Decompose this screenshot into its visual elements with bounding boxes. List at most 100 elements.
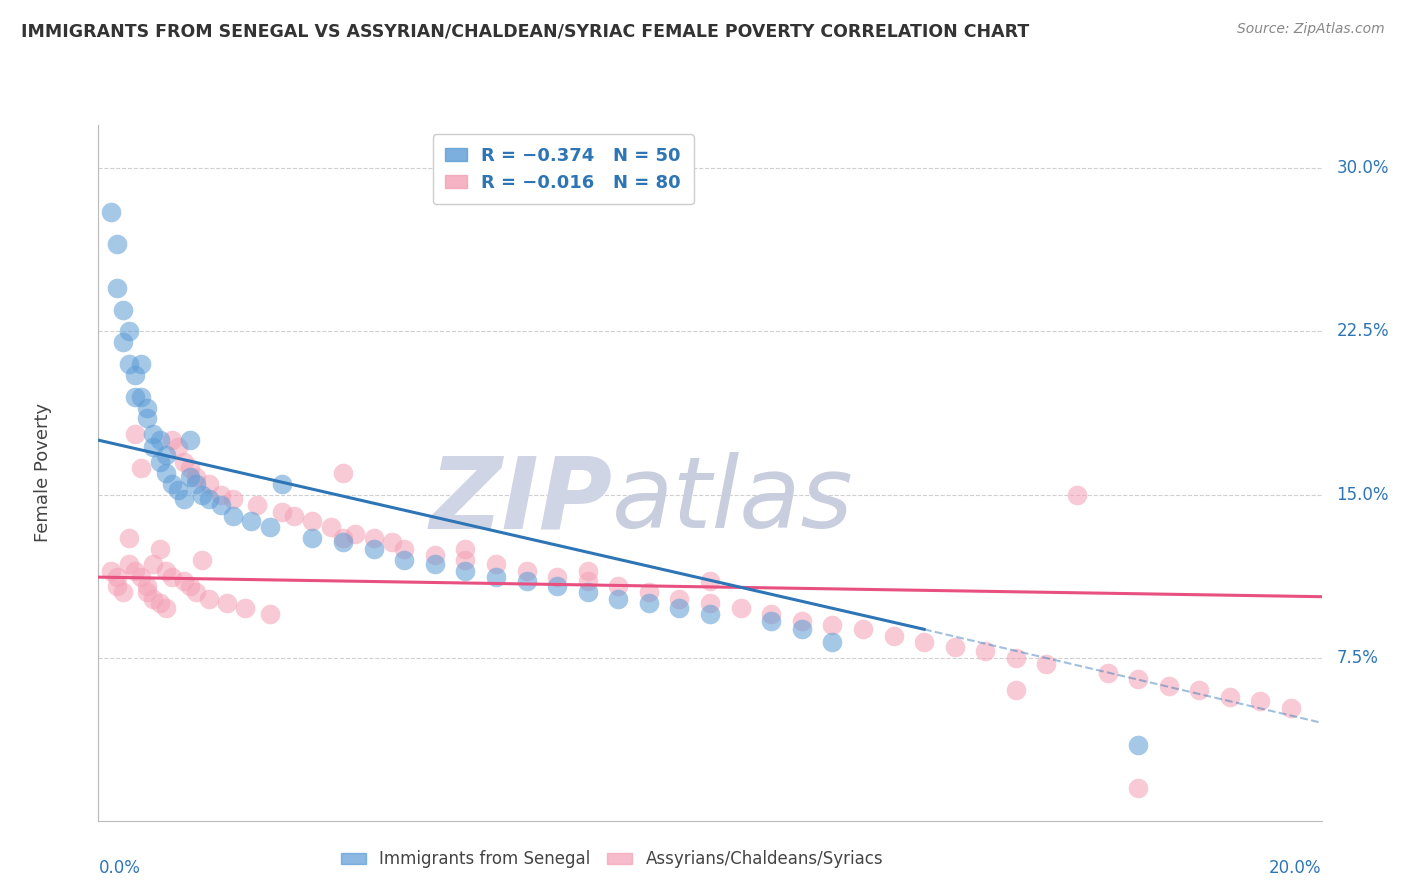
Point [118, 531, 141, 545]
Legend: Immigrants from Senegal, Assyrians/Chaldeans/Syriacs: Immigrants from Senegal, Assyrians/Chald… [335, 844, 890, 875]
Point [136, 401, 159, 415]
Point [759, 607, 782, 621]
Point [576, 574, 599, 589]
Point [124, 426, 146, 441]
Text: 20.0%: 20.0% [1270, 859, 1322, 877]
Point [142, 440, 165, 454]
Point [136, 579, 159, 593]
Point [454, 564, 477, 578]
Point [105, 237, 128, 252]
Point [142, 426, 165, 441]
Point [363, 541, 385, 556]
Point [1128, 738, 1150, 752]
Point [129, 357, 152, 371]
Point [790, 614, 813, 628]
Point [270, 476, 292, 491]
Text: Female Poverty: Female Poverty [34, 403, 52, 542]
Point [699, 607, 721, 621]
Point [668, 600, 690, 615]
Text: 7.5%: 7.5% [1336, 648, 1378, 666]
Point [699, 596, 721, 610]
Point [155, 466, 177, 480]
Point [173, 455, 195, 469]
Point [546, 579, 568, 593]
Text: atlas: atlas [612, 452, 853, 549]
Point [1128, 673, 1150, 687]
Point [191, 552, 214, 567]
Point [179, 461, 201, 475]
Point [821, 635, 844, 649]
Point [1219, 690, 1241, 704]
Point [118, 325, 141, 339]
Point [943, 640, 966, 654]
Point [576, 585, 599, 599]
Point [332, 531, 354, 545]
Point [105, 570, 128, 584]
Point [233, 600, 256, 615]
Point [259, 607, 281, 621]
Point [118, 357, 141, 371]
Point [516, 574, 538, 589]
Point [283, 509, 305, 524]
Point [423, 557, 446, 571]
Point [852, 623, 875, 637]
Text: 30.0%: 30.0% [1336, 160, 1389, 178]
Point [197, 491, 219, 506]
Point [179, 433, 201, 447]
Point [270, 505, 292, 519]
Point [167, 440, 190, 454]
Point [197, 591, 219, 606]
Point [167, 483, 190, 498]
Point [454, 541, 477, 556]
Point [222, 509, 245, 524]
Point [699, 574, 721, 589]
Point [209, 499, 232, 513]
Point [111, 302, 134, 317]
Point [124, 564, 146, 578]
Point [1128, 780, 1150, 795]
Point [883, 629, 905, 643]
Point [301, 514, 323, 528]
Point [155, 448, 177, 462]
Text: 22.5%: 22.5% [1336, 322, 1389, 341]
Point [142, 591, 165, 606]
Point [149, 433, 172, 447]
Point [240, 514, 263, 528]
Point [149, 541, 172, 556]
Text: IMMIGRANTS FROM SENEGAL VS ASSYRIAN/CHALDEAN/SYRIAC FEMALE POVERTY CORRELATION C: IMMIGRANTS FROM SENEGAL VS ASSYRIAN/CHAL… [21, 22, 1029, 40]
Point [668, 591, 690, 606]
Point [576, 564, 599, 578]
Point [124, 368, 146, 382]
Point [129, 390, 152, 404]
Point [423, 549, 446, 563]
Point [118, 557, 141, 571]
Point [124, 390, 146, 404]
Point [821, 618, 844, 632]
Text: 0.0%: 0.0% [98, 859, 141, 877]
Point [186, 476, 208, 491]
Point [1097, 665, 1119, 680]
Point [1004, 683, 1026, 698]
Point [186, 470, 208, 484]
Point [197, 476, 219, 491]
Point [392, 552, 416, 567]
Point [790, 623, 813, 637]
Point [179, 470, 201, 484]
Point [301, 531, 323, 545]
Point [607, 591, 630, 606]
Point [392, 541, 416, 556]
Point [129, 570, 152, 584]
Point [105, 579, 128, 593]
Point [191, 487, 214, 501]
Point [105, 281, 128, 295]
Point [111, 585, 134, 599]
Text: ZIP: ZIP [429, 452, 612, 549]
Point [332, 466, 354, 480]
Point [485, 570, 508, 584]
Point [546, 570, 568, 584]
Point [637, 585, 661, 599]
Point [637, 596, 661, 610]
Point [100, 564, 122, 578]
Point [1035, 657, 1057, 671]
Point [246, 499, 269, 513]
